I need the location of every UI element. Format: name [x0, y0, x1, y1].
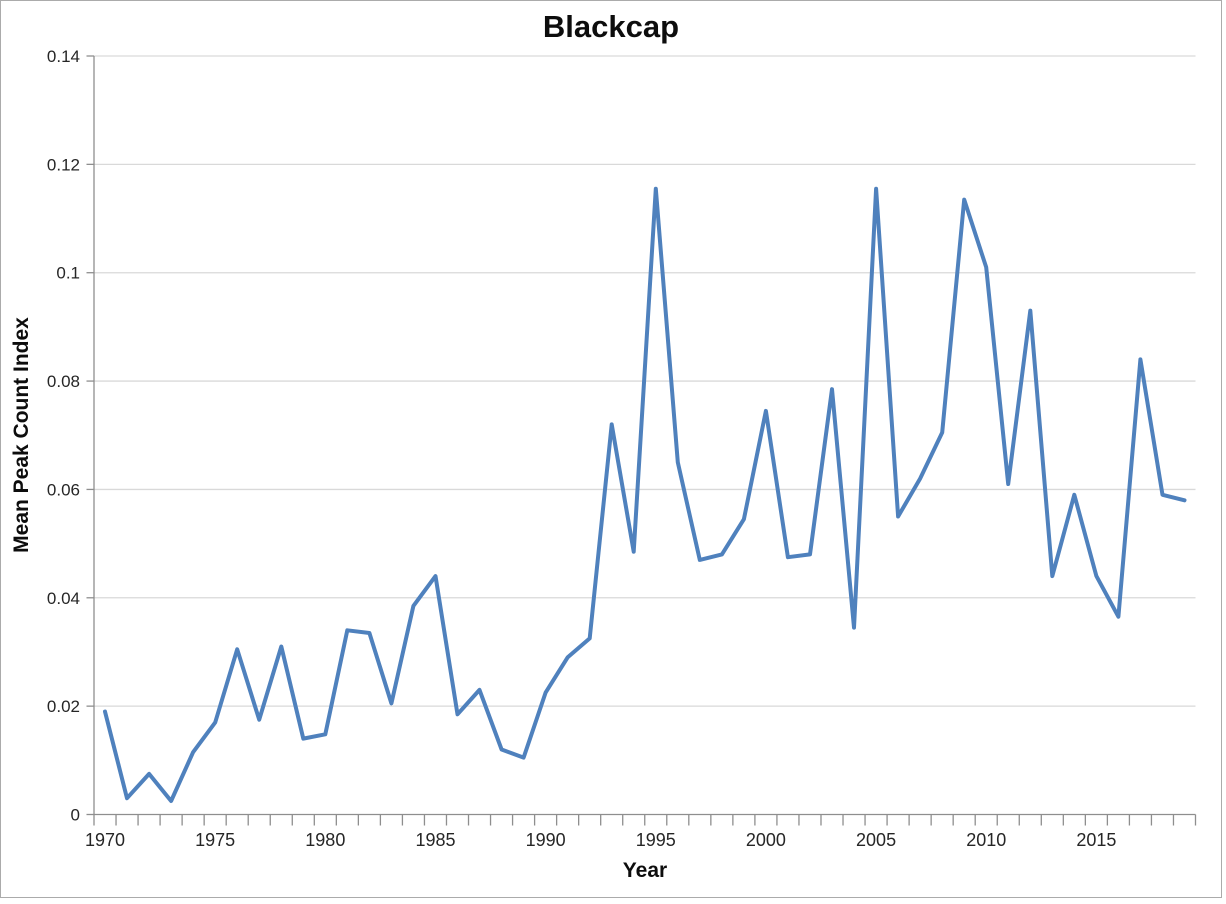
- x-tick-label: 2005: [856, 830, 896, 850]
- y-tick-label: 0.14: [47, 47, 80, 66]
- y-tick-label: 0.1: [56, 264, 80, 283]
- x-tick-label: 1990: [526, 830, 566, 850]
- x-tick-label: 2010: [966, 830, 1006, 850]
- x-tick-label: 1980: [305, 830, 345, 850]
- x-tick-label: 1985: [415, 830, 455, 850]
- x-tick-label: 1995: [636, 830, 676, 850]
- y-tick-label: 0.08: [47, 372, 80, 391]
- y-tick-label: 0.02: [47, 697, 80, 716]
- x-tick-label: 2000: [746, 830, 786, 850]
- y-tick-label: 0.04: [47, 589, 80, 608]
- x-tick-label: 1975: [195, 830, 235, 850]
- x-tick-label: 1970: [85, 830, 125, 850]
- y-tick-label: 0: [71, 806, 80, 825]
- x-tick-label: 2015: [1076, 830, 1116, 850]
- x-axis-title: Year: [622, 859, 668, 882]
- y-tick-label: 0.12: [47, 155, 80, 174]
- y-tick-label: 0.06: [47, 480, 80, 499]
- data-series-line: [103, 186, 1187, 803]
- chart-title: Blackcap: [542, 9, 680, 44]
